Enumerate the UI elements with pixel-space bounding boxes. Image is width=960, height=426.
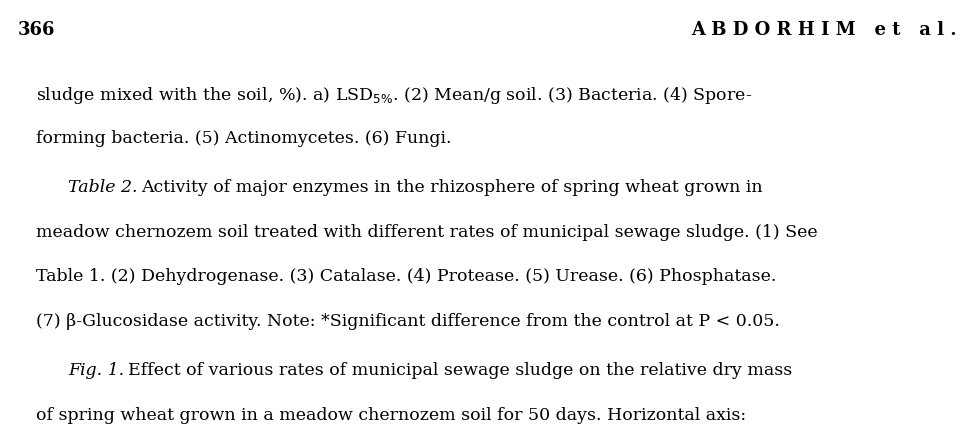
Text: Activity of major enzymes in the rhizosphere of spring wheat grown in: Activity of major enzymes in the rhizosp… [141, 179, 763, 196]
Text: 366: 366 [17, 21, 55, 39]
Text: forming bacteria. (5) Actinomycetes. (6) Fungi.: forming bacteria. (5) Actinomycetes. (6)… [36, 130, 452, 147]
Text: Fig. 1.: Fig. 1. [68, 362, 124, 379]
Text: Effect of various rates of municipal sewage sludge on the relative dry mass: Effect of various rates of municipal sew… [128, 362, 792, 379]
Text: sludge mixed with the soil, %). a) LSD$_{5\%}$. (2) Mean/g soil. (3) Bacteria. (: sludge mixed with the soil, %). a) LSD$_… [36, 85, 753, 106]
Text: (7) β-Glucosidase activity. Note: *Significant difference from the control at P : (7) β-Glucosidase activity. Note: *Signi… [36, 313, 780, 330]
Text: meadow chernozem soil treated with different rates of municipal sewage sludge. (: meadow chernozem soil treated with diffe… [36, 224, 818, 241]
Text: Table 2.: Table 2. [68, 179, 137, 196]
Text: Table 1. (2) Dehydrogenase. (3) Catalase. (4) Protease. (5) Urease. (6) Phosphat: Table 1. (2) Dehydrogenase. (3) Catalase… [36, 268, 777, 285]
Text: of spring wheat grown in a meadow chernozem soil for 50 days. Horizontal axis:: of spring wheat grown in a meadow cherno… [36, 407, 747, 424]
Text: A B D O R H I M   e t   a l .: A B D O R H I M e t a l . [691, 21, 957, 39]
